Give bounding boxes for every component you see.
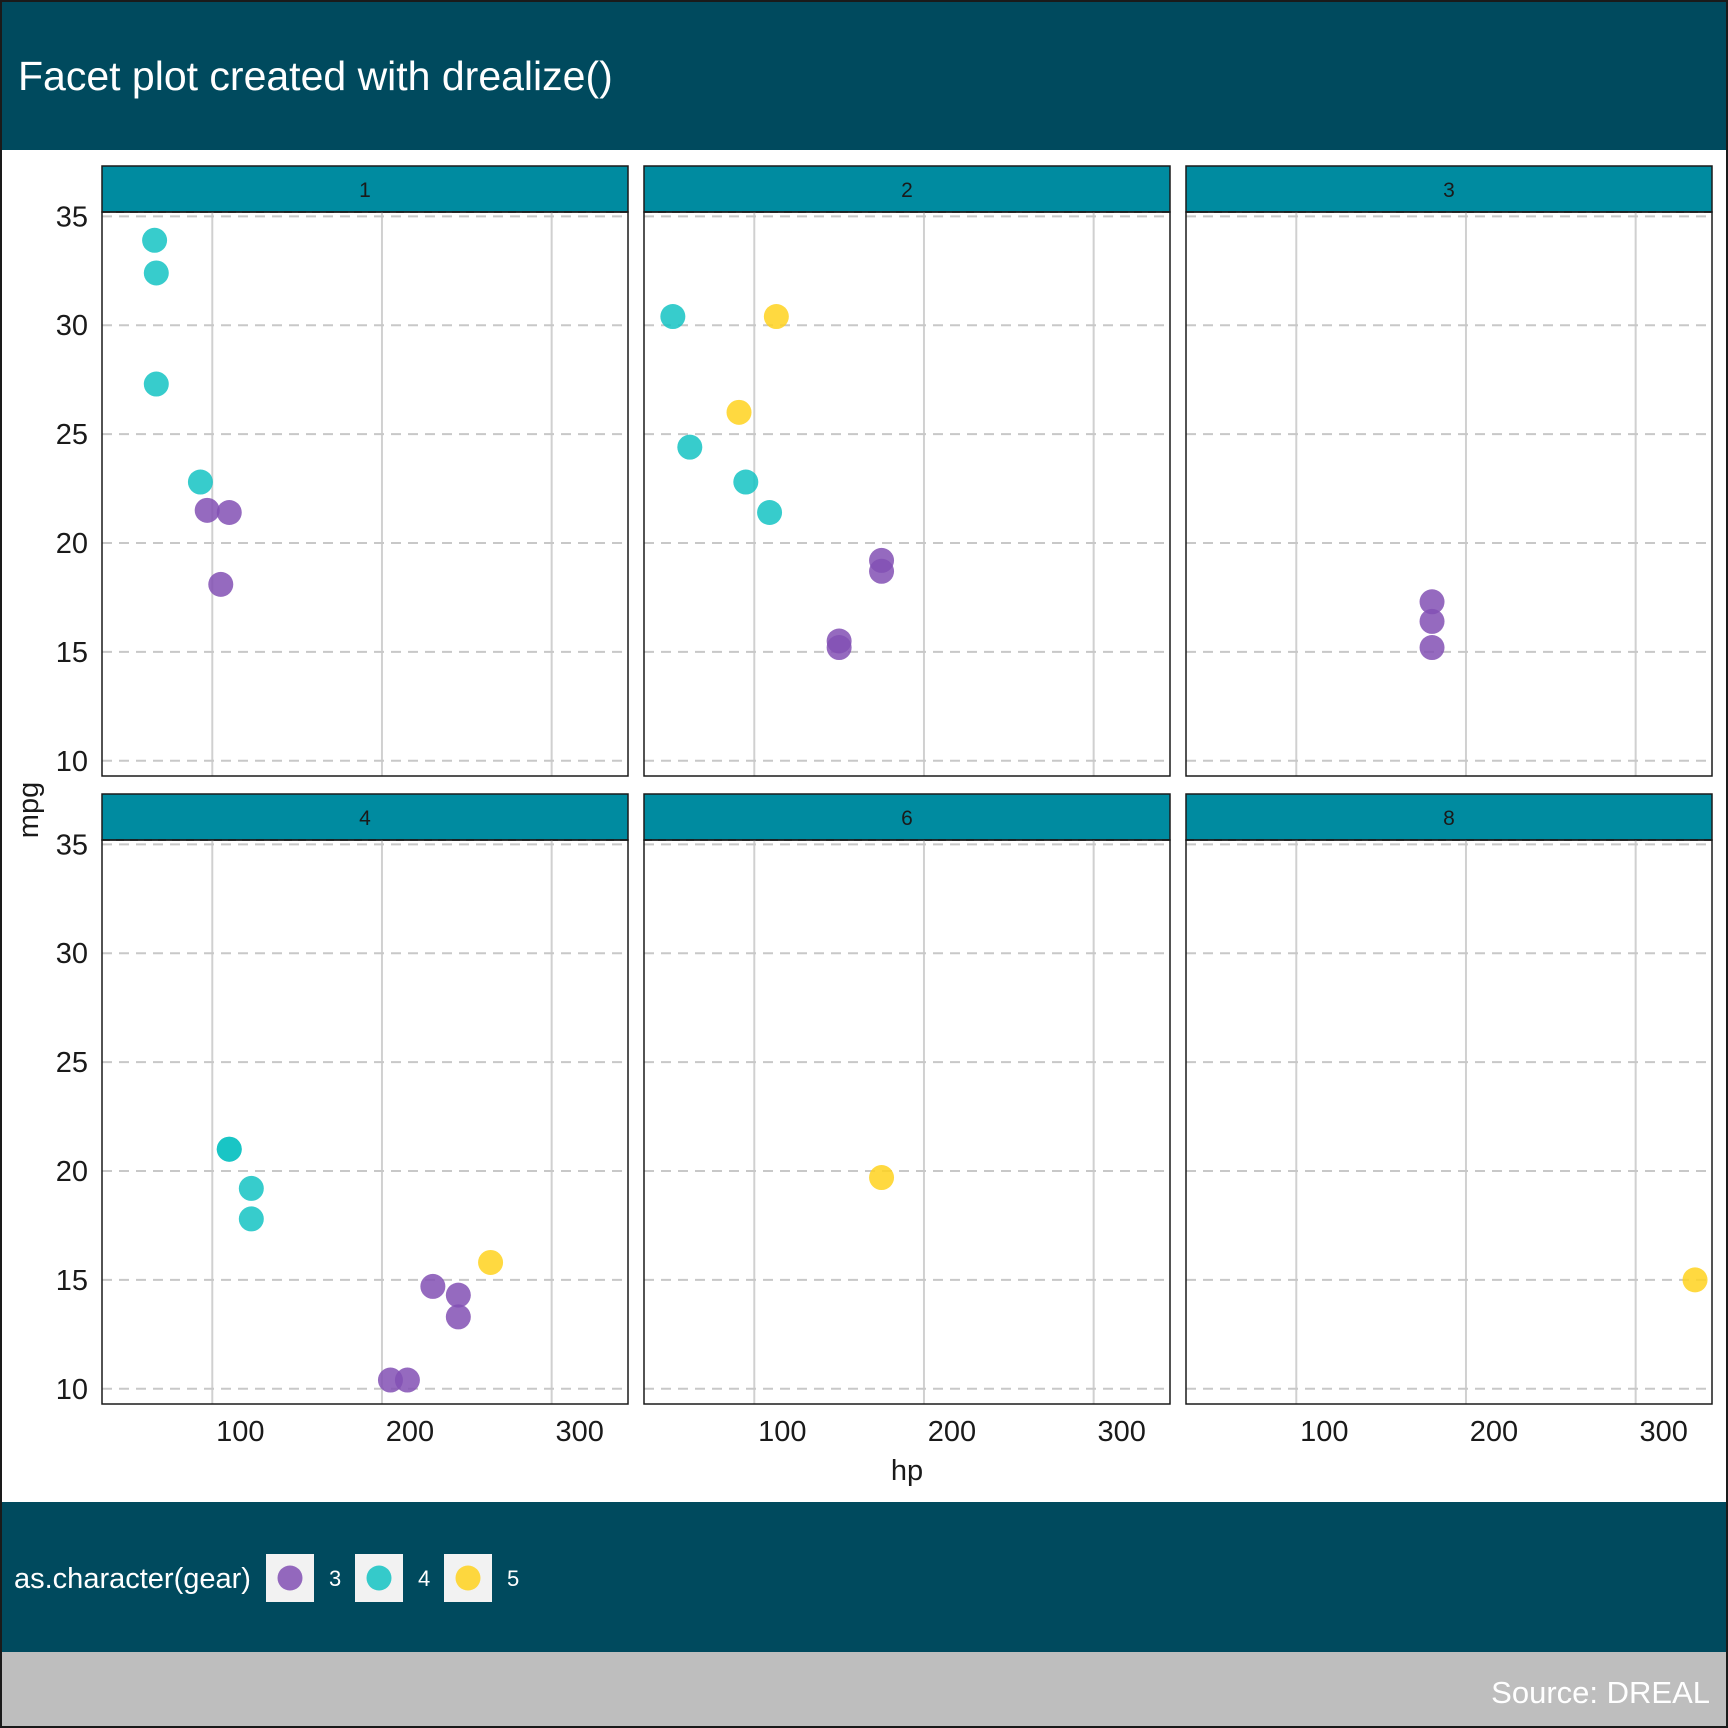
data-point [216, 500, 242, 526]
panel-border [1185, 211, 1713, 777]
data-point [1419, 608, 1445, 634]
y-tick-label: 30 [56, 310, 88, 342]
facet-panel-4: 4 10 15 20 25 30 35 100 200 300 [56, 793, 629, 1448]
facet-strip [101, 165, 629, 213]
facet-panel-6: 6 100 200 300 [643, 793, 1171, 1448]
y-tick-label: 10 [56, 746, 88, 778]
data-point [445, 1304, 471, 1330]
facet-strip [101, 793, 629, 841]
legend-key-4 [366, 1565, 392, 1591]
data-point [143, 371, 169, 397]
data-point [757, 500, 783, 526]
facet-panel-2: 2 [643, 165, 1171, 777]
legend-label: 5 [507, 1566, 519, 1591]
data-point [187, 469, 213, 495]
facet-panel-1: 1 10 15 20 25 30 35 [56, 165, 629, 778]
data-point [733, 469, 759, 495]
chart-caption: Source: DREAL [1491, 1675, 1710, 1710]
legend-key-5 [455, 1565, 481, 1591]
panel-border [101, 839, 629, 1405]
x-tick-label: 200 [1470, 1416, 1518, 1448]
x-tick-label: 300 [1097, 1416, 1145, 1448]
data-point [216, 1136, 242, 1162]
panel-border [1185, 839, 1713, 1405]
y-tick-label: 10 [56, 1374, 88, 1406]
legend-label: 3 [329, 1566, 341, 1591]
data-point [726, 399, 752, 425]
legend-title: as.character(gear) [14, 1563, 251, 1595]
facet-panels: 1 10 15 20 25 30 35 2 3 4 10 15 20 25 30 35 100 200 300 6 10… [56, 165, 1713, 1448]
caption-band [0, 1652, 1728, 1728]
data-point [142, 227, 168, 253]
y-tick-label: 20 [56, 528, 88, 560]
data-point [420, 1273, 446, 1299]
y-tick-label: 30 [56, 938, 88, 970]
data-point [478, 1249, 504, 1275]
data-point [238, 1206, 264, 1232]
data-point [445, 1282, 471, 1308]
facet-panel-3: 3 [1185, 165, 1713, 777]
y-tick-label: 15 [56, 1265, 88, 1297]
y-tick-label: 20 [56, 1156, 88, 1188]
data-point [194, 497, 220, 523]
facet-strip-label: 4 [359, 807, 371, 830]
x-tick-label: 100 [216, 1416, 264, 1448]
facet-strip-label: 6 [901, 807, 913, 830]
x-tick-label: 100 [1300, 1416, 1348, 1448]
legend-label: 4 [418, 1566, 430, 1591]
legend-items: 3 4 5 [266, 1554, 519, 1602]
data-point [869, 1165, 895, 1191]
x-tick-label: 200 [928, 1416, 976, 1448]
facet-strip [1185, 793, 1713, 841]
y-tick-label: 25 [56, 1047, 88, 1079]
data-point [1419, 635, 1445, 661]
data-point [763, 304, 789, 330]
chart-title: Facet plot created with drealize() [18, 53, 613, 99]
legend-band [0, 1502, 1728, 1652]
data-point [208, 571, 234, 597]
facet-strip-label: 8 [1443, 807, 1455, 830]
legend-key-3 [277, 1565, 303, 1591]
panel-border [101, 211, 629, 777]
data-point [394, 1367, 420, 1393]
data-point [1419, 589, 1445, 615]
data-point [238, 1175, 264, 1201]
y-tick-label: 35 [56, 829, 88, 861]
x-axis-title: hp [891, 1455, 923, 1487]
y-axis-title: mpg [13, 782, 45, 838]
data-point [677, 434, 703, 460]
panel-border [643, 839, 1171, 1405]
data-point [1682, 1267, 1708, 1293]
data-point [869, 558, 895, 584]
facet-strip-label: 1 [359, 179, 371, 202]
facet-panel-8: 8 100 200 300 [1185, 793, 1713, 1448]
panel-border [643, 211, 1171, 777]
data-point [143, 260, 169, 286]
x-tick-label: 300 [555, 1416, 603, 1448]
x-tick-label: 300 [1639, 1416, 1687, 1448]
y-tick-label: 35 [56, 201, 88, 233]
x-tick-label: 200 [386, 1416, 434, 1448]
data-point [660, 304, 686, 330]
facet-strip-label: 2 [901, 179, 913, 202]
y-tick-label: 25 [56, 419, 88, 451]
facet-strip-label: 3 [1443, 179, 1455, 202]
y-tick-label: 15 [56, 637, 88, 669]
x-tick-label: 100 [758, 1416, 806, 1448]
title-banner [0, 0, 1728, 150]
facet-strip [1185, 165, 1713, 213]
data-point [826, 635, 852, 661]
